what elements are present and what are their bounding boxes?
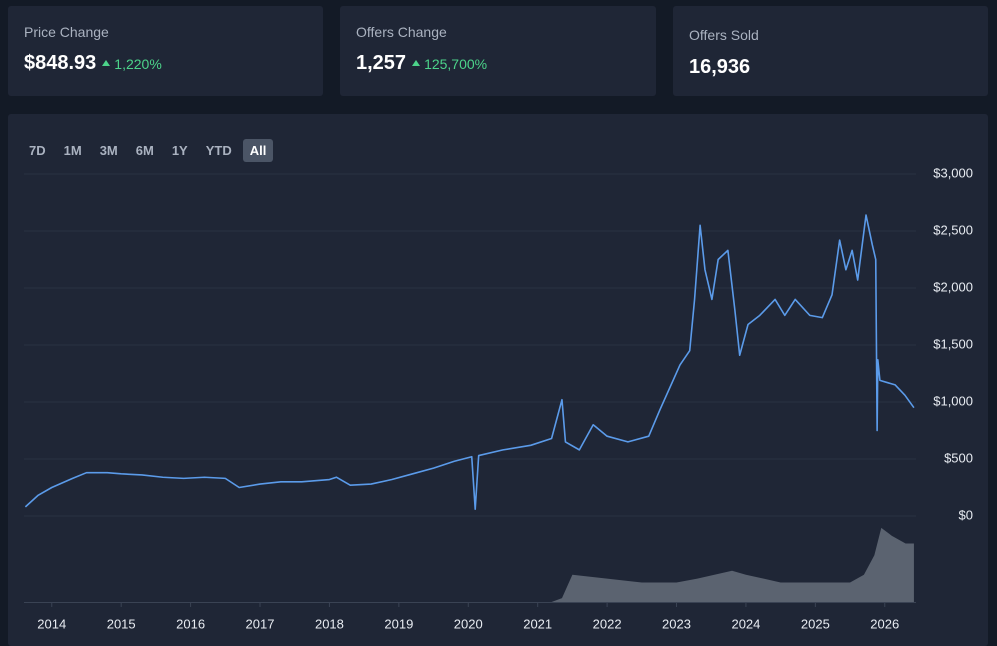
y-tick-label: $1,500: [933, 336, 973, 351]
range-button[interactable]: 6M: [135, 143, 154, 158]
range-button[interactable]: 7D: [29, 143, 46, 158]
card-label: Price Change: [24, 24, 109, 40]
chart-panel: [8, 114, 988, 646]
y-tick-label: $2,000: [933, 279, 973, 294]
x-tick-label: 2026: [870, 616, 899, 631]
change: 1,220%: [102, 56, 162, 72]
stat-card: Offers Change 1,257 125,700%: [340, 6, 656, 96]
value: 1,257: [356, 52, 407, 74]
card-value: $848.93 1,220%: [24, 52, 162, 75]
y-tick-label: $3,000: [933, 165, 973, 180]
x-tick-label: 2021: [523, 616, 552, 631]
x-tick-label: 2022: [593, 616, 622, 631]
stat-card: Price Change $848.93 1,220%: [8, 6, 323, 96]
change-text: 125,700%: [424, 56, 488, 72]
change-text: 1,220%: [114, 56, 162, 72]
y-tick-label: $0: [959, 507, 973, 522]
x-tick-label: 2018: [315, 616, 344, 631]
price-line: [24, 214, 915, 510]
range-button[interactable]: 1Y: [171, 143, 188, 158]
range-selector: 7D 1M 3M 6M 1Y YTD All: [22, 139, 274, 162]
x-tick-label: 2025: [801, 616, 830, 631]
x-tick-label: 2019: [384, 616, 413, 631]
card-label: Offers Change: [356, 24, 447, 40]
x-tick-label: 2024: [731, 616, 760, 631]
x-tick-label: 2014: [37, 616, 66, 631]
x-tick-label: 2015: [107, 616, 136, 631]
card-value: 1,257 125,700%: [356, 52, 487, 75]
x-tick-label: 2023: [662, 616, 691, 631]
range-button[interactable]: YTD: [205, 143, 232, 158]
stat-card: Offers Sold 16,936: [673, 6, 988, 96]
range-button[interactable]: 1M: [63, 143, 82, 158]
card-value: 16,936: [689, 56, 750, 79]
volume-area: [25, 527, 914, 602]
y-tick-label: $2,500: [933, 222, 973, 237]
x-tick-label: 2016: [176, 616, 205, 631]
range-button[interactable]: 3M: [99, 143, 118, 158]
card-label: Offers Sold: [689, 27, 759, 43]
range-button[interactable]: All: [242, 139, 274, 162]
y-tick-label: $500: [944, 450, 973, 465]
x-tick-label: 2017: [246, 616, 275, 631]
value: $848.93: [24, 52, 97, 74]
change: 125,700%: [412, 56, 487, 72]
value: 16,936: [689, 56, 751, 78]
y-tick-label: $1,000: [933, 393, 973, 408]
x-tick-label: 2020: [454, 616, 483, 631]
